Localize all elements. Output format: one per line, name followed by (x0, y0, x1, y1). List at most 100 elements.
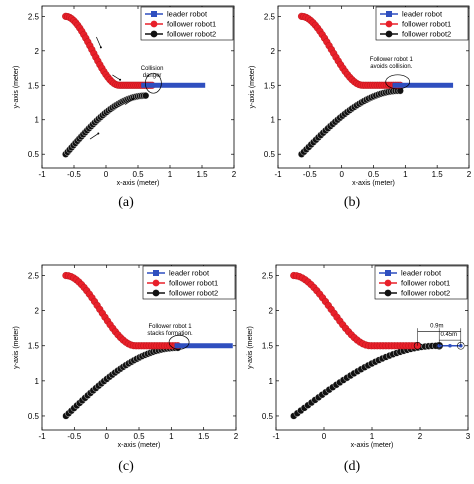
legend-marker (385, 30, 393, 38)
x-tick-label: 0 (104, 432, 109, 441)
legend-label: follower robot2 (169, 289, 218, 298)
x-axis-label: x-axis (meter) (117, 180, 160, 187)
x-tick-label: -1 (38, 170, 46, 179)
chart-panel-2: -1 -0.5 0 0.5 1 1.5 2 0.5 1 1.5 2 2.5 x-axis (meter)… (249, 5, 472, 210)
y-tick-label: 2.5 (28, 272, 40, 281)
legend-label: leader robot (169, 269, 210, 278)
x-tick-label: 2 (467, 170, 472, 179)
x-tick-label: -0.5 (67, 432, 81, 441)
y-axis-label: y-axis (meter) (13, 326, 20, 369)
x-tick-label: 3 (466, 432, 471, 441)
y-tick-label: 2.5 (28, 12, 40, 21)
x-tick-label: 2 (232, 170, 237, 179)
x-tick-label: 0.5 (133, 432, 145, 441)
y-tick-label: 0.5 (28, 150, 40, 159)
direction-arrow (124, 98, 134, 105)
direction-arrow (89, 133, 99, 140)
y-axis-label: y-axis (meter) (13, 66, 20, 109)
x-axis-label: x-axis (meter) (352, 180, 395, 187)
y-tick-label: 1 (35, 377, 40, 386)
legend-marker (153, 270, 159, 276)
panel-caption: (c) (118, 459, 134, 474)
leader-path (141, 82, 206, 88)
y-tick-label: 0.5 (264, 150, 276, 159)
y-tick-label: 2 (35, 307, 40, 316)
chart-panel-1: -1 -0.5 0 0.5 1 1.5 2 0.5 1 1.5 2 2.5 x-axis (meter)… (13, 5, 237, 210)
arrow-head (99, 46, 102, 49)
y-tick-label: 0.5 (28, 412, 40, 421)
x-tick-label: 2 (234, 432, 239, 441)
direction-arrow (112, 74, 121, 81)
legend-label: leader robot (401, 269, 442, 278)
x-tick-label: 1.5 (196, 170, 208, 179)
legend-label: follower robot1 (402, 20, 451, 29)
legend-marker (384, 289, 392, 297)
arrow-head (131, 98, 134, 101)
x-axis-label: x-axis (meter) (118, 442, 161, 449)
x-tick-label: 0.5 (368, 170, 380, 179)
y-tick-label: 1.5 (264, 81, 276, 90)
chart-panel-4: -1 0 1 2 3 0.5 1 1.5 2 2.5 x-axis (meter) y-axis (m… (247, 264, 471, 474)
stack-circle (168, 334, 190, 350)
position-ring (435, 341, 444, 350)
legend-label: leader robot (402, 10, 443, 19)
x-tick-label: 1 (403, 170, 408, 179)
chart-panel-3: -1 -0.5 0 0.5 1 1.5 2 0.5 1 1.5 2 2.5 x-axis (meter)… (13, 264, 239, 474)
annotation-label: Collision (141, 66, 164, 72)
annotation-label: avoids collision. (370, 64, 412, 70)
y-tick-label: 2.5 (262, 272, 274, 281)
legend-marker (385, 270, 391, 276)
arrow-head (119, 78, 122, 81)
leader-path (392, 82, 454, 88)
legend-marker (386, 11, 392, 17)
legend-label: follower robot2 (402, 30, 451, 39)
x-tick-label: 1 (168, 170, 173, 179)
legend-marker (385, 20, 393, 28)
y-tick-label: 2 (271, 47, 276, 56)
x-tick-label: 2 (418, 432, 423, 441)
annotation-label: Follower robot 1 (370, 57, 414, 63)
y-tick-label: 1.5 (28, 342, 40, 351)
position-ring (456, 341, 465, 350)
y-tick-label: 1 (269, 377, 274, 386)
panel-caption: (b) (344, 195, 361, 210)
annotation-label: danger (143, 73, 162, 79)
y-tick-label: 1.5 (28, 81, 40, 90)
leader-path (174, 343, 233, 349)
legend-marker (152, 289, 160, 297)
y-tick-label: 2 (35, 47, 40, 56)
legend-label: follower robot2 (167, 30, 216, 39)
follower2-point (142, 92, 150, 100)
position-ring (413, 341, 422, 350)
x-tick-label: -1 (272, 432, 280, 441)
x-tick-label: 0.5 (132, 170, 144, 179)
legend-label: follower robot1 (167, 20, 216, 29)
y-tick-label: 2 (269, 307, 274, 316)
legend-marker (150, 30, 158, 38)
legend-label: follower robot2 (401, 289, 450, 298)
avoid-circle (385, 74, 411, 90)
x-tick-label: 1.5 (198, 432, 210, 441)
y-tick-label: 1 (35, 116, 40, 125)
y-tick-label: 2.5 (264, 12, 276, 21)
y-axis-label: y-axis (meter) (249, 66, 256, 109)
x-tick-label: -1 (274, 170, 282, 179)
annotation-label: 0.45m (440, 332, 457, 338)
x-axis-label: x-axis (meter) (351, 442, 394, 449)
legend-label: follower robot1 (169, 279, 218, 288)
x-tick-label: -1 (38, 432, 46, 441)
y-tick-label: 0.5 (262, 412, 274, 421)
annotation-label: stacks formation. (147, 331, 193, 337)
legend-label: follower robot1 (401, 279, 450, 288)
x-tick-label: 1 (370, 432, 375, 441)
leader-point (448, 343, 452, 348)
legend-label: leader robot (167, 10, 208, 19)
x-tick-label: 1 (169, 432, 174, 441)
x-tick-label: -0.5 (303, 170, 317, 179)
annotation-label: 0.9m (430, 323, 443, 329)
arrow-head (97, 132, 100, 135)
legend-marker (151, 11, 157, 17)
panel-caption: (d) (344, 459, 361, 474)
direction-arrow (96, 36, 102, 48)
